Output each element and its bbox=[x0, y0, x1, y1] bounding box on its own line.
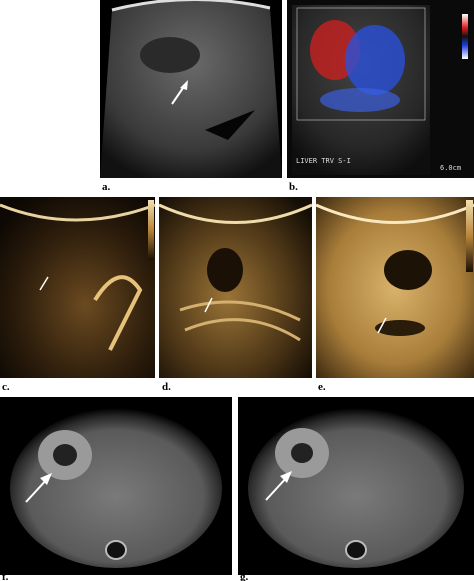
panel-label: d. bbox=[162, 381, 171, 393]
panel-label: c. bbox=[2, 381, 10, 393]
panel-label: g. bbox=[240, 571, 249, 581]
panel-a bbox=[100, 0, 282, 178]
panel-e bbox=[315, 197, 474, 378]
panel-f bbox=[0, 397, 232, 575]
depth-label: 6.0cm bbox=[440, 164, 461, 172]
panel-c bbox=[0, 197, 156, 378]
panel-g bbox=[238, 397, 474, 575]
panel-label: b. bbox=[289, 181, 298, 193]
view-label: LIVER TRV S-I bbox=[296, 157, 351, 165]
panel-b: LIVER TRV S-I 6.0cm bbox=[287, 0, 474, 178]
panel-d bbox=[158, 197, 313, 378]
panel-label: a. bbox=[102, 181, 111, 193]
panel-label: e. bbox=[318, 381, 326, 393]
panel-label: f. bbox=[2, 571, 9, 581]
